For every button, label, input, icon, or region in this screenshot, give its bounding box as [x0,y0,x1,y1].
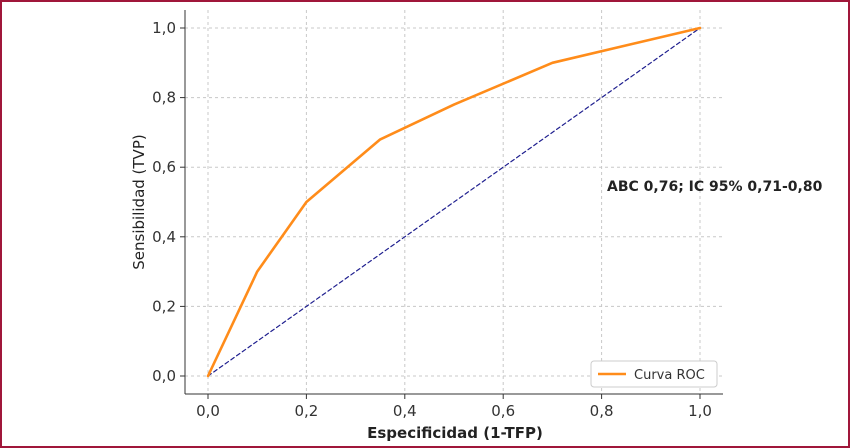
x-tick-label: 0,0 [196,402,220,420]
y-tick-label: 0,8 [152,89,176,107]
x-tick-label: 0,4 [393,402,417,420]
y-tick-label: 0,0 [152,367,176,385]
y-tick-label: 0,2 [152,297,176,315]
x-tick-label: 0,2 [294,402,318,420]
y-tick-label: 1,0 [152,19,176,37]
auc-annotation: ABC 0,76; IC 95% 0,71-0,80 [607,179,823,195]
legend-label-roc: Curva ROC [634,368,705,383]
grid [185,10,723,394]
y-tick-label: 0,4 [152,228,176,246]
y-tick-label: 0,6 [152,158,176,176]
legend: Curva ROC [590,360,718,388]
series-group [206,26,702,378]
roc-curve-line [206,26,702,378]
x-axis-label: Especificidad (1-TFP) [367,424,543,442]
x-tick-label: 1,0 [688,402,712,420]
legend-box [590,360,718,388]
reference-diagonal-line [207,27,701,377]
x-tick-label: 0,8 [590,402,614,420]
axis-ticks: 0,0 0,2 0,4 0,6 0,8 1,0 0,0 0,2 0,4 0,6 0,8 1,0 [152,19,712,420]
x-tick-label: 0,6 [491,402,515,420]
y-axis-label: Sensibilidad (TVP) [130,134,148,269]
